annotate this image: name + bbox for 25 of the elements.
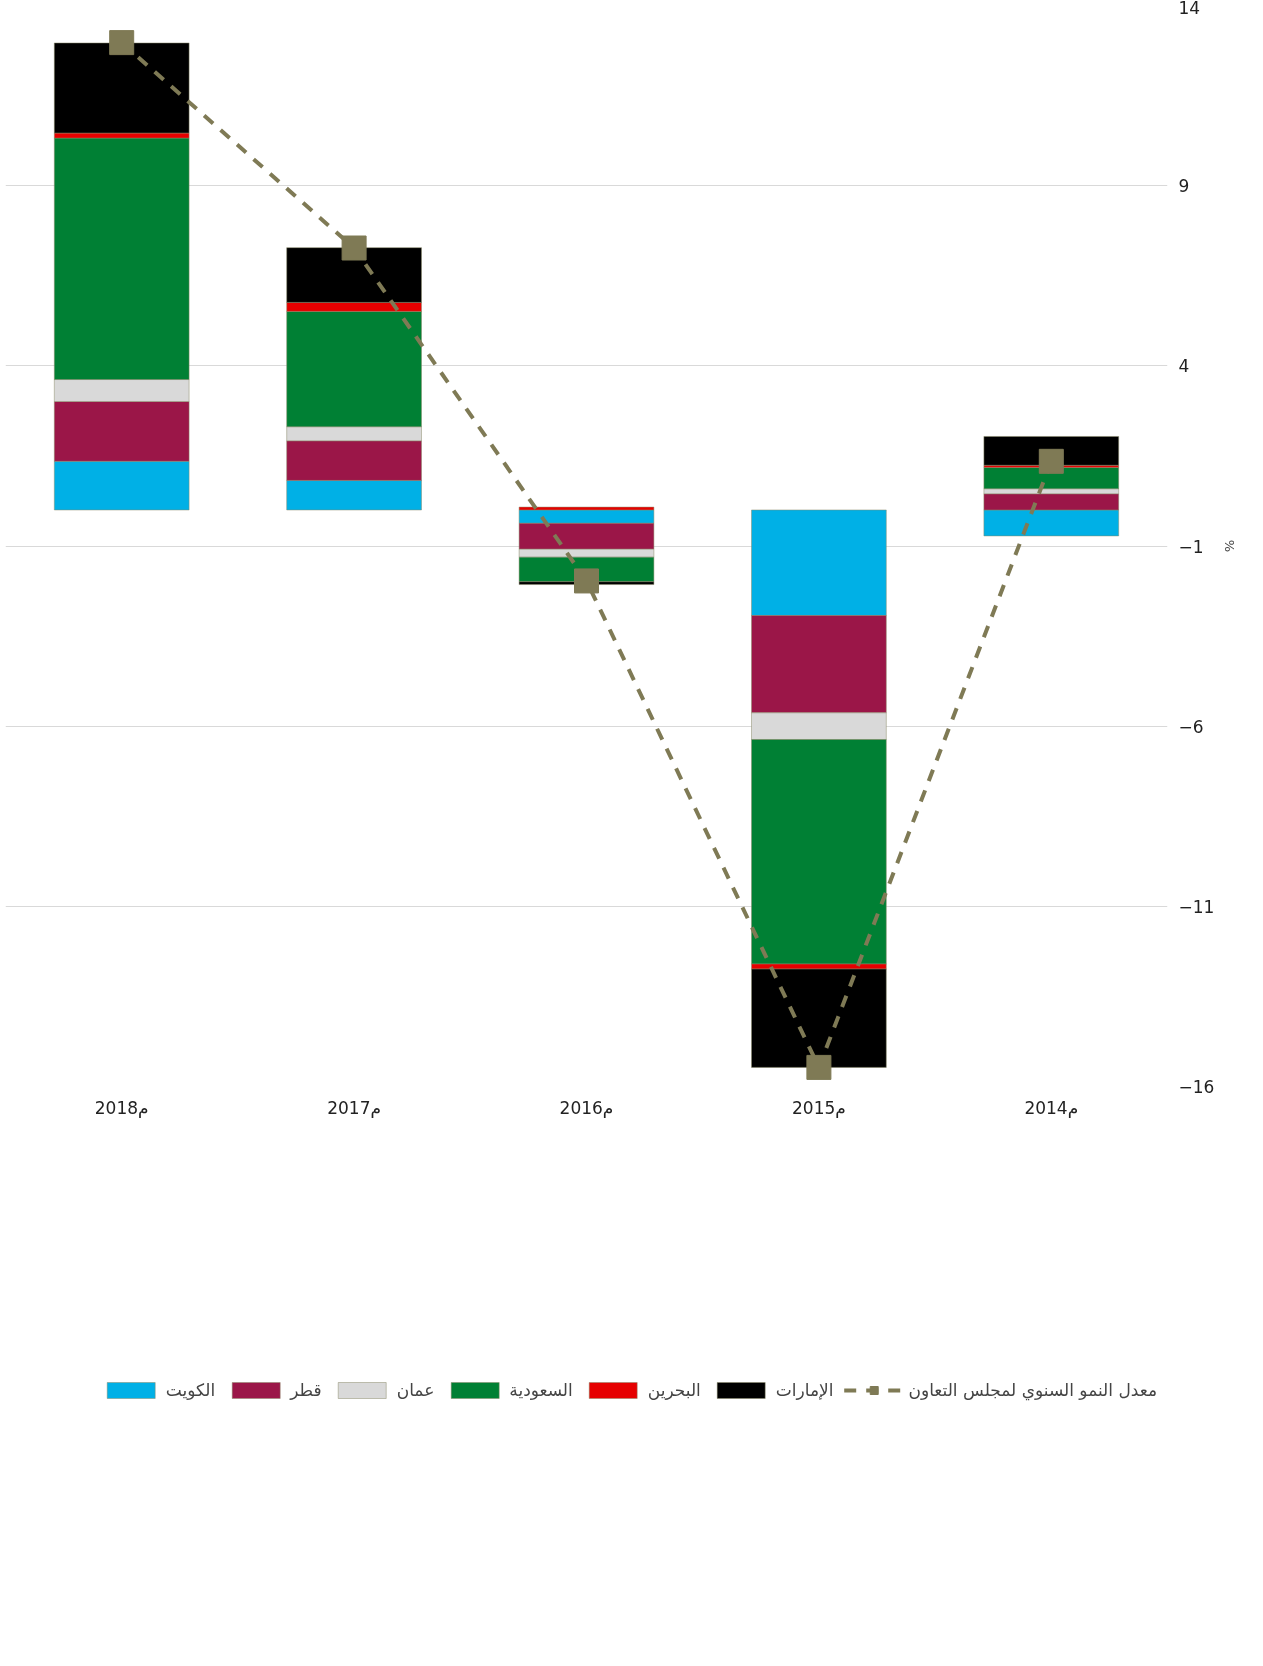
- y-tick-label: 9: [1178, 176, 1190, 197]
- y-tick-label: 14: [1178, 0, 1201, 18]
- x-tick-label: 2018م: [94, 1097, 149, 1118]
- legend-label: البحرين: [647, 1380, 701, 1400]
- legend-label: الكويت: [165, 1380, 216, 1400]
- y-tick-label: −16: [1178, 1077, 1215, 1097]
- x-tick-label: 2015م: [792, 1097, 846, 1118]
- x-tick-label: 2017م: [327, 1097, 381, 1118]
- legend-label: معدل النمو السنوي لمجلس التعاون: [908, 1380, 1157, 1400]
- legend-label: قطر: [290, 1380, 322, 1400]
- y-tick-label: −6: [1178, 716, 1204, 737]
- point: [574, 568, 599, 594]
- y-tick-label: 4: [1178, 356, 1190, 377]
- legend-label: الإمارات: [775, 1380, 834, 1400]
- legend-label: عمان: [396, 1380, 435, 1400]
- x-tick-label: 2016م: [559, 1097, 614, 1118]
- y-tick-label: −1: [1178, 536, 1204, 557]
- point: [1038, 448, 1064, 474]
- point: [341, 235, 367, 261]
- point: [806, 1054, 832, 1080]
- y-axis-title: %: [1222, 539, 1238, 553]
- y-tick-label: −11: [1178, 896, 1215, 917]
- point: [109, 30, 135, 56]
- x-tick-label: 2014م: [1024, 1097, 1079, 1118]
- legend-label: السعودية: [509, 1380, 573, 1400]
